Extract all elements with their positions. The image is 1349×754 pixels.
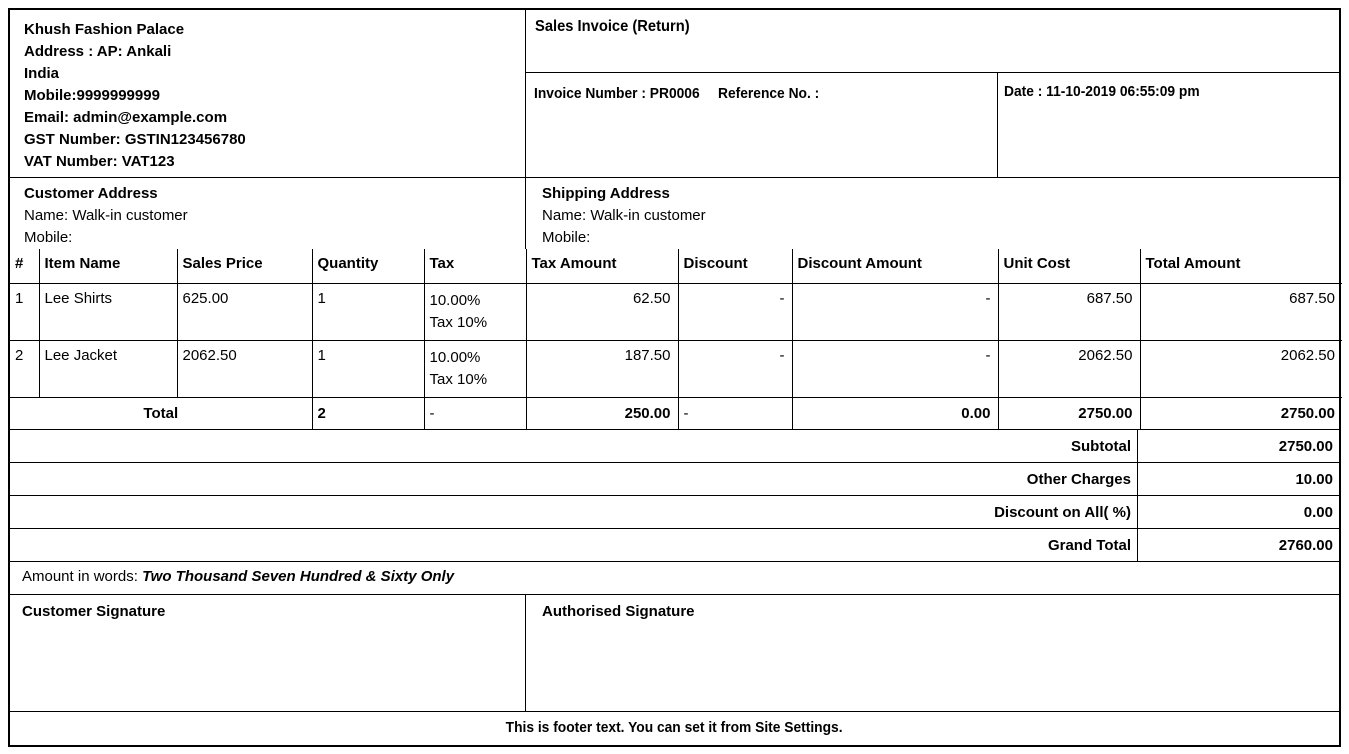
total-amount: 2750.00 xyxy=(1139,396,1342,429)
company-info-block: Khush Fashion Palace Address : AP: Ankal… xyxy=(10,10,526,177)
total-label: Total xyxy=(10,396,313,429)
table-row: 1 Lee Shirts 625.00 1 10.00% Tax 10% 62.… xyxy=(10,282,1342,341)
cell-sr: 1 xyxy=(10,282,40,341)
invoice-title: Sales Invoice (Return) xyxy=(535,18,690,35)
shipping-address-block: Shipping Address Name: Walk-in customer … xyxy=(526,178,1339,249)
col-header-total-amount: Total Amount xyxy=(1139,249,1342,284)
shipping-name: Name: Walk-in customer xyxy=(542,207,706,224)
reference-number: Reference No. : xyxy=(718,85,820,102)
total-discount: - xyxy=(677,396,793,429)
authorised-signature-label: Authorised Signature xyxy=(542,603,695,620)
customer-mobile: Mobile: xyxy=(24,229,73,246)
company-address: Address : AP: Ankali xyxy=(24,43,172,60)
grand-total-value: 2760.00 xyxy=(1278,536,1333,554)
col-header-tax: Tax xyxy=(423,249,527,284)
authorised-signature-area: Authorised Signature xyxy=(526,595,1339,711)
invoice-date: Date : 11-10-2019 06:55:09 pm xyxy=(1004,83,1200,100)
other-charges-value: 10.00 xyxy=(1295,470,1333,488)
invoice-meta-row: Invoice Number : PR0006 Reference No. : … xyxy=(526,73,1339,177)
cell-discount-amount: - xyxy=(791,282,999,341)
customer-signature-area: Customer Signature xyxy=(10,595,526,711)
col-header-item-name: Item Name xyxy=(38,249,178,284)
invoice-meta-block: Sales Invoice (Return) Invoice Number : … xyxy=(526,10,1339,177)
cell-sales-price: 2062.50 xyxy=(176,339,313,398)
amount-in-words-row: Amount in words: Two Thousand Seven Hund… xyxy=(10,561,1339,594)
shipping-mobile: Mobile: xyxy=(542,229,591,246)
footer-text-row: This is footer text. You can set it from… xyxy=(10,711,1339,745)
invoice-date-cell: Date : 11-10-2019 06:55:09 pm xyxy=(998,73,1339,177)
cell-item-name: Lee Shirts xyxy=(38,282,178,341)
summary-row-other-charges: Other Charges 10.00 xyxy=(10,462,1339,495)
customer-address-heading: Customer Address xyxy=(24,185,158,202)
amount-in-words-label: Amount in words: xyxy=(22,568,143,585)
company-email: Email: admin@example.com xyxy=(24,109,228,126)
cell-quantity: 1 xyxy=(311,339,425,398)
other-charges-label: Other Charges xyxy=(10,463,1138,495)
cell-discount: - xyxy=(677,282,793,341)
company-mobile: Mobile:9999999999 xyxy=(24,87,160,104)
total-discount-amount: 0.00 xyxy=(791,396,999,429)
company-name: Khush Fashion Palace xyxy=(24,21,185,38)
header-band: Khush Fashion Palace Address : AP: Ankal… xyxy=(10,10,1339,178)
summary-row-grand-total: Grand Total 2760.00 xyxy=(10,528,1339,561)
tax-name: Tax 10% xyxy=(429,313,488,331)
total-quantity: 2 xyxy=(311,396,425,429)
customer-signature-label: Customer Signature xyxy=(22,603,166,620)
cell-unit-cost: 2062.50 xyxy=(997,339,1141,398)
invoice-number-cell: Invoice Number : PR0006 Reference No. : xyxy=(526,73,998,177)
col-header-sales-price: Sales Price xyxy=(176,249,313,284)
cell-sr: 2 xyxy=(10,339,40,398)
cell-total-amount: 2062.50 xyxy=(1139,339,1342,398)
company-vat-number: VAT Number: VAT123 xyxy=(24,153,175,170)
summary-row-discount-on-all: Discount on All( %) 0.00 xyxy=(10,495,1339,528)
customer-name: Name: Walk-in customer xyxy=(24,207,188,224)
company-country: India xyxy=(24,65,60,82)
invoice-document: Khush Fashion Palace Address : AP: Ankal… xyxy=(8,8,1342,747)
cell-sales-price: 625.00 xyxy=(176,282,313,341)
total-unit-cost: 2750.00 xyxy=(997,396,1141,429)
col-header-discount-amount: Discount Amount xyxy=(791,249,999,284)
total-tax-amount: 250.00 xyxy=(525,396,679,429)
cell-discount-amount: - xyxy=(791,339,999,398)
subtotal-label: Subtotal xyxy=(10,430,1138,462)
cell-unit-cost: 687.50 xyxy=(997,282,1141,341)
discount-on-all-label: Discount on All( %) xyxy=(10,496,1138,528)
invoice-number: Invoice Number : PR0006 xyxy=(534,85,700,102)
cell-tax-amount: 62.50 xyxy=(525,282,679,341)
shipping-address-heading: Shipping Address xyxy=(542,185,670,202)
invoice-title-cell: Sales Invoice (Return) xyxy=(526,10,1339,73)
company-gst-number: GST Number: GSTIN123456780 xyxy=(24,131,246,148)
footer-text: This is footer text. You can set it from… xyxy=(506,719,843,736)
col-header-sr: # xyxy=(10,249,40,284)
cell-tax: 10.00% Tax 10% xyxy=(423,282,527,341)
cell-total-amount: 687.50 xyxy=(1139,282,1342,341)
col-header-quantity: Quantity xyxy=(311,249,425,284)
customer-address-block: Customer Address Name: Walk-in customer … xyxy=(10,178,526,249)
items-table-header-row: # Item Name Sales Price Quantity Tax Tax… xyxy=(10,249,1342,284)
cell-item-name: Lee Jacket xyxy=(38,339,178,398)
table-row: 2 Lee Jacket 2062.50 1 10.00% Tax 10% 18… xyxy=(10,339,1342,398)
items-table: # Item Name Sales Price Quantity Tax Tax… xyxy=(10,249,1342,429)
col-header-unit-cost: Unit Cost xyxy=(997,249,1141,284)
col-header-discount: Discount xyxy=(677,249,793,284)
grand-total-label: Grand Total xyxy=(10,529,1138,561)
items-total-row: Total 2 - 250.00 - 0.00 2750.00 2750.00 xyxy=(10,396,1342,429)
tax-name: Tax 10% xyxy=(429,370,488,388)
cell-tax: 10.00% Tax 10% xyxy=(423,339,527,398)
cell-tax-amount: 187.50 xyxy=(525,339,679,398)
cell-discount: - xyxy=(677,339,793,398)
total-tax: - xyxy=(423,396,527,429)
signature-band: Customer Signature Authorised Signature xyxy=(10,594,1339,711)
tax-percent: 10.00% xyxy=(429,291,481,309)
subtotal-value: 2750.00 xyxy=(1278,437,1333,455)
summary-row-subtotal: Subtotal 2750.00 xyxy=(10,429,1339,462)
col-header-tax-amount: Tax Amount xyxy=(525,249,679,284)
tax-percent: 10.00% xyxy=(429,348,481,366)
discount-on-all-value: 0.00 xyxy=(1303,503,1333,521)
cell-quantity: 1 xyxy=(311,282,425,341)
amount-in-words-value: Two Thousand Seven Hundred & Sixty Only xyxy=(142,568,455,585)
address-band: Customer Address Name: Walk-in customer … xyxy=(10,178,1339,249)
